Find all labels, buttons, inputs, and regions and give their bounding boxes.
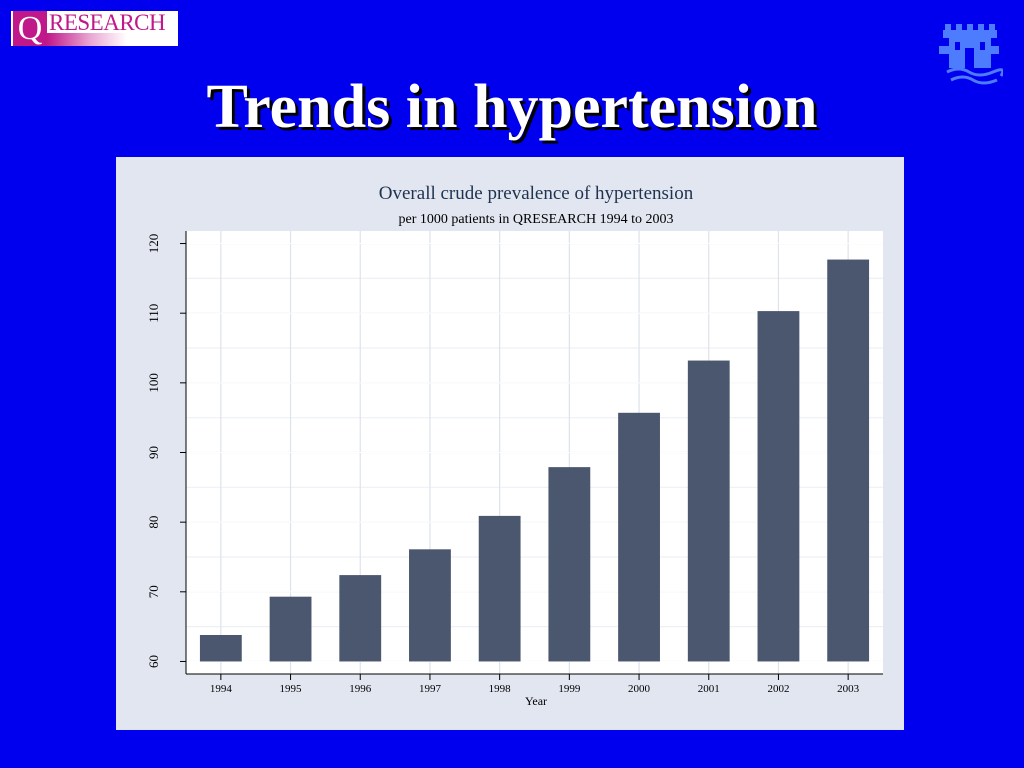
- x-tick-label: 1996: [349, 683, 372, 695]
- logo-q-mark: Q: [13, 11, 47, 46]
- x-tick-label: 2003: [837, 683, 860, 695]
- x-tick-label: 2002: [767, 683, 789, 695]
- x-tick-label: 2001: [698, 683, 720, 695]
- x-tick-label: 1999: [558, 683, 581, 695]
- chart-subtitle: per 1000 patients in QRESEARCH 1994 to 2…: [399, 212, 674, 227]
- chart-panel: Overall crude prevalence of hypertension…: [116, 157, 904, 730]
- slide-title: Trends in hypertension: [206, 73, 818, 141]
- bar-1995: [269, 596, 312, 662]
- bar-chart: Overall crude prevalence of hypertension…: [146, 183, 883, 708]
- bars: [199, 259, 870, 662]
- bar-2000: [618, 412, 660, 662]
- y-tick-label: 60: [146, 655, 161, 668]
- bar-2003: [827, 259, 870, 662]
- y-tick-label: 100: [146, 373, 161, 393]
- bar-1997: [409, 549, 451, 662]
- x-tick-label: 1998: [489, 683, 512, 695]
- bar-1998: [478, 515, 521, 662]
- x-tick-label: 1994: [210, 683, 233, 695]
- bar-1999: [548, 467, 591, 662]
- y-tick-label: 110: [146, 304, 161, 323]
- logo-wordmark: RESEARCH: [49, 11, 166, 35]
- bar-1994: [199, 634, 242, 662]
- y-tick-label: 80: [146, 516, 161, 529]
- bar-2002: [757, 311, 800, 662]
- x-tick-label: 2000: [628, 683, 651, 695]
- y-tick-label: 70: [146, 585, 161, 598]
- chart-title: Overall crude prevalence of hypertension: [379, 183, 694, 204]
- y-tick-label: 90: [146, 446, 161, 459]
- bar-2001: [687, 360, 730, 662]
- qresearch-logo: Q RESEARCH: [11, 11, 178, 46]
- logo-gradient-bar: [47, 33, 127, 46]
- y-tick-label: 120: [146, 234, 161, 254]
- x-tick-label: 1995: [280, 683, 303, 695]
- x-axis-label: Year: [525, 694, 547, 708]
- bar-1996: [339, 575, 382, 662]
- castle-crest-icon: [939, 24, 1003, 85]
- axes: 60 70 80 90 100 110 120 1994 1995 1996 1997 1998 199…: [146, 231, 883, 695]
- x-tick-label: 1997: [419, 683, 442, 695]
